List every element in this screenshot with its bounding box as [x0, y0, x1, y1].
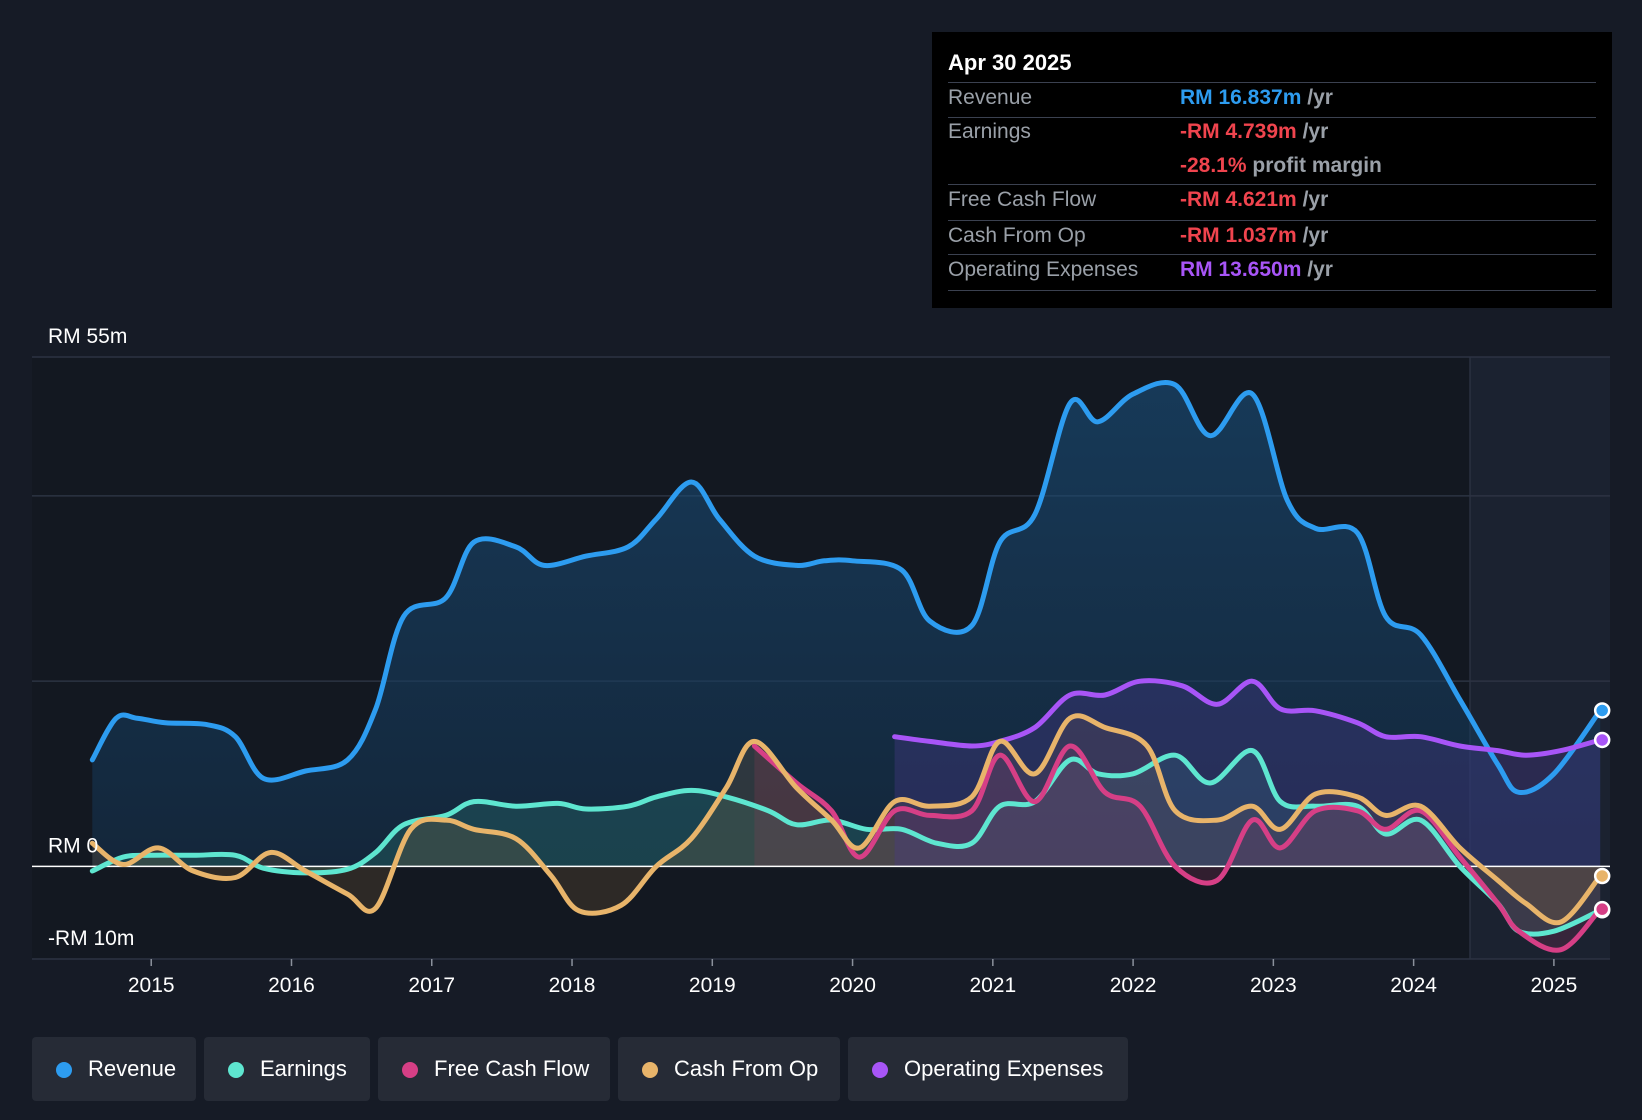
tooltip-date: Apr 30 2025: [948, 50, 1072, 75]
x-tick-label: 2015: [128, 974, 175, 997]
area-revenue: [92, 382, 1601, 867]
line-operating-expenses: [892, 678, 1603, 758]
tooltip-divider: [948, 82, 1596, 83]
legend-dot-icon: [228, 1062, 244, 1078]
area-free-cash-flow: [754, 745, 1601, 951]
series-lines: [89, 379, 1603, 953]
line-revenue: [89, 379, 1603, 795]
x-tick-label: 2019: [689, 974, 736, 997]
legend-label: Earnings: [260, 1056, 347, 1081]
tooltip-value: -28.1%: [1180, 154, 1247, 177]
endpoint-operating-expenses[interactable]: [1593, 731, 1611, 749]
tooltip-value: -RM 1.037m: [1180, 224, 1297, 247]
legend-dot-icon: [402, 1062, 418, 1078]
tooltip-divider: [948, 254, 1596, 255]
x-axis-labels: 2015 2016 2017 2018 2019 2020 2021 2022 2023 2024…: [128, 959, 1577, 997]
tooltip-panel: Apr 30 2025 Revenue RM 16.837m /yr Earni…: [932, 32, 1612, 308]
tooltip-value: -RM 4.739m: [1180, 120, 1297, 143]
legend-label: Cash From Op: [674, 1056, 819, 1081]
legend-dot-icon: [872, 1062, 888, 1078]
tooltip-label: Cash From Op: [948, 224, 1086, 247]
legend-item-earnings[interactable]: Earnings: [204, 1037, 370, 1101]
endpoint-revenue[interactable]: [1593, 702, 1611, 719]
tooltip-divider: [948, 220, 1596, 221]
legend-item-cash-from-op[interactable]: Cash From Op: [618, 1037, 840, 1101]
tooltip-divider: [948, 184, 1596, 185]
tooltip-divider: [948, 290, 1596, 291]
tooltip-value: RM 13.650m: [1180, 258, 1302, 281]
tooltip-unit: /yr: [1307, 258, 1333, 281]
tooltip-label: Free Cash Flow: [948, 188, 1097, 211]
tooltip-unit: /yr: [1307, 86, 1333, 109]
x-tick-label: 2022: [1110, 974, 1157, 997]
legend-item-revenue[interactable]: Revenue: [32, 1037, 196, 1101]
tooltip-divider: [948, 117, 1596, 118]
line-free-cash-flow: [751, 743, 1603, 953]
y-tick-label: RM 0: [48, 834, 98, 857]
legend-dot-icon: [56, 1062, 72, 1078]
x-tick-label: 2021: [969, 974, 1016, 997]
x-tick-label: 2023: [1250, 974, 1297, 997]
legend-item-operating-expenses[interactable]: Operating Expenses: [848, 1037, 1128, 1101]
legend-label: Operating Expenses: [904, 1056, 1104, 1081]
area-cash-from-op: [92, 715, 1601, 923]
tooltip-value: -RM 4.621m: [1180, 188, 1297, 211]
line-earnings: [89, 748, 1603, 937]
legend-dot-icon: [642, 1062, 658, 1078]
x-tick-label: 2024: [1390, 974, 1437, 997]
tooltip-unit: profit margin: [1252, 154, 1382, 177]
legend-label: Free Cash Flow: [434, 1056, 590, 1081]
series-endpoints: [1593, 702, 1611, 919]
legend-item-free-cash-flow[interactable]: Free Cash Flow: [378, 1037, 610, 1101]
endpoint-free-cash-flow[interactable]: [1593, 900, 1611, 918]
line-cash-from-op: [89, 713, 1603, 926]
tooltip-unit: /yr: [1302, 224, 1329, 247]
y-tick-label: -RM 10m: [48, 927, 134, 950]
x-tick-label: 2016: [268, 974, 315, 997]
tooltip-label: Revenue: [948, 86, 1033, 109]
x-tick-label: 2020: [829, 974, 876, 997]
x-tick-label: 2017: [408, 974, 455, 997]
y-axis-labels: RM 55m RM 0 -RM 10m: [48, 325, 134, 950]
x-tick-label: 2018: [549, 974, 596, 997]
tooltip-unit: /yr: [1302, 188, 1329, 211]
y-tick-label: RM 55m: [48, 325, 127, 348]
tooltip-unit: /yr: [1302, 120, 1329, 143]
x-tick-label: 2025: [1531, 974, 1578, 997]
tooltip-value: RM 16.837m: [1180, 86, 1302, 109]
tooltip-label: Operating Expenses: [948, 258, 1139, 281]
legend-label: Revenue: [88, 1056, 177, 1081]
tooltip-label: Earnings: [948, 120, 1031, 143]
endpoint-cash-from-op[interactable]: [1593, 867, 1611, 885]
